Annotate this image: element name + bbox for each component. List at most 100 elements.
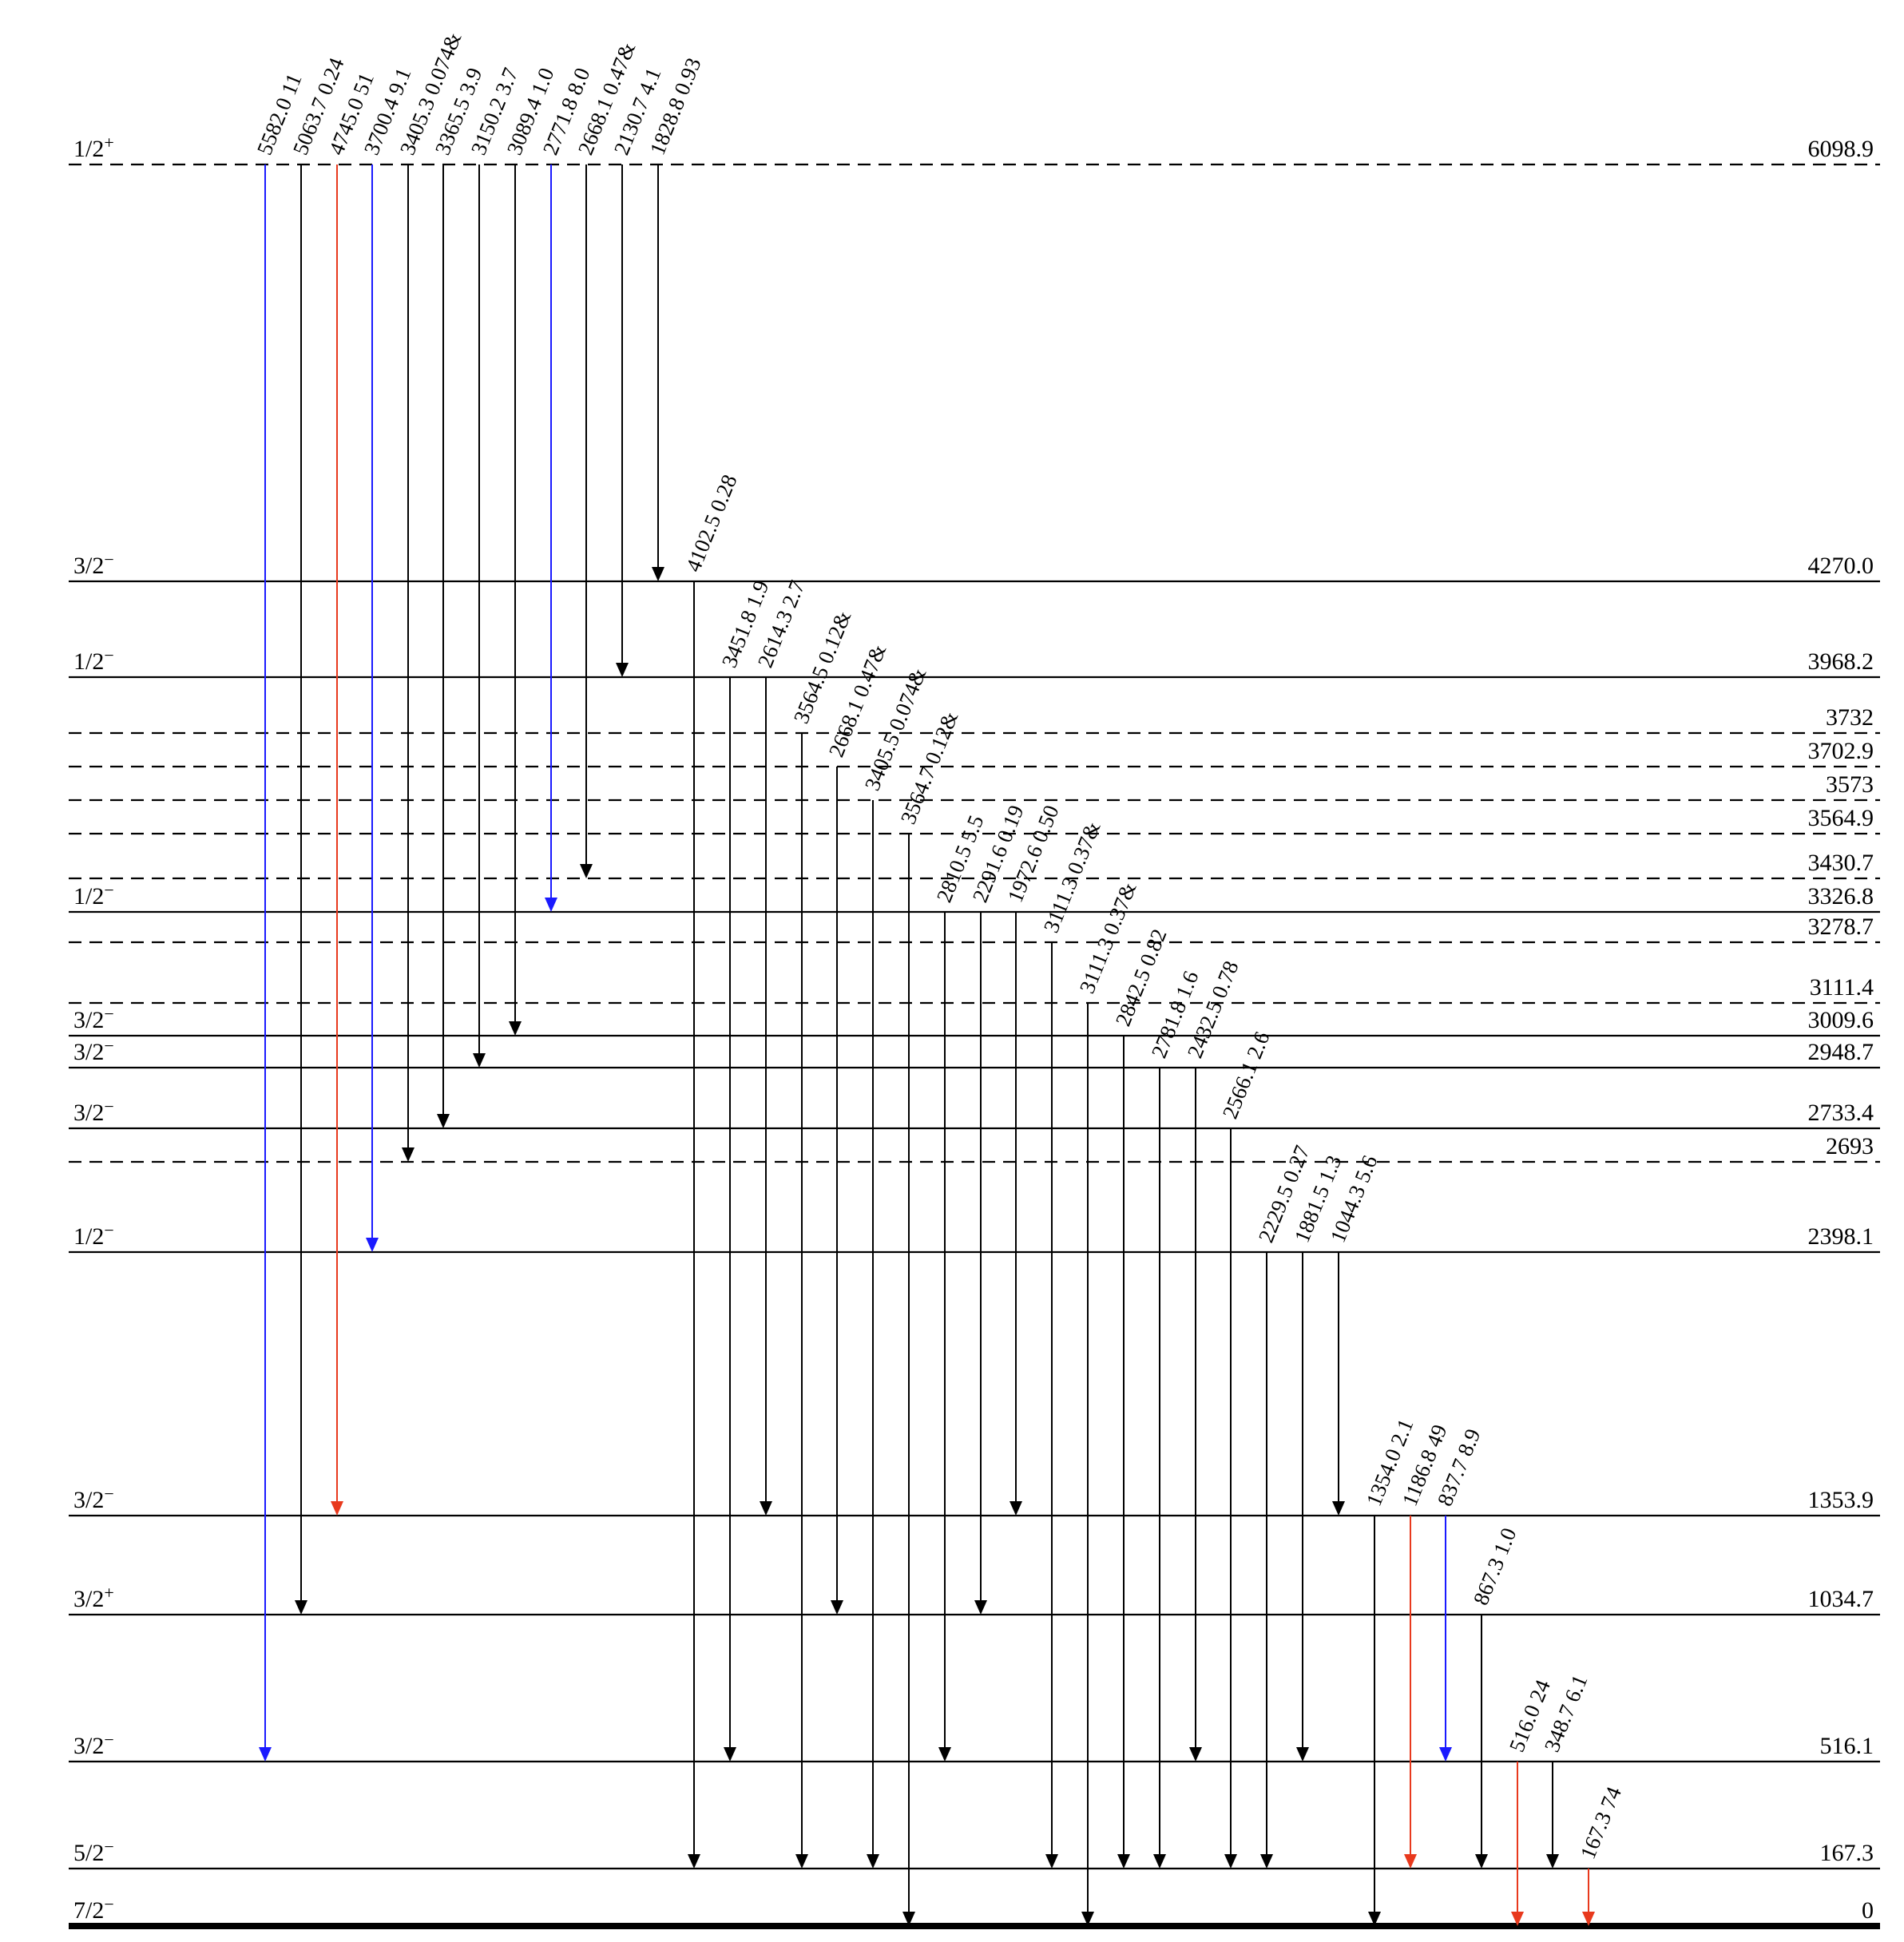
gamma-transition: 167.3 74 xyxy=(1576,1783,1626,1926)
level-l3564: 3564.9 xyxy=(69,805,1880,835)
level-energy-label: 3278.7 xyxy=(1808,914,1874,940)
gamma-label: 4102.5 0.28 xyxy=(681,471,742,575)
gamma-transition: 2229.5 0.27 xyxy=(1254,1142,1315,1869)
level-l2948: 2948.7 3/2− xyxy=(69,1036,1880,1069)
gamma-transition: 2810.5 5.5 xyxy=(932,812,989,1762)
arrow-head-icon xyxy=(1439,1747,1452,1762)
arrow-head-icon xyxy=(1153,1854,1166,1869)
level-energy-label: 2948.7 xyxy=(1808,1039,1874,1065)
level-energy-label: 516.1 xyxy=(1820,1733,1874,1759)
arrow-head-icon xyxy=(1546,1854,1559,1869)
level-energy-label: 167.3 xyxy=(1820,1840,1874,1866)
level-spin-parity-label: 7/2− xyxy=(73,1894,114,1924)
level-energy-label: 6098.9 xyxy=(1808,136,1874,162)
level-l516: 516.1 3/2− xyxy=(69,1730,1880,1763)
level-spin-parity-label: 1/2− xyxy=(73,880,114,910)
arrow-head-icon xyxy=(509,1021,522,1036)
gamma-transition: 1828.8 0.93 xyxy=(645,54,706,581)
level-l3573: 3573 xyxy=(69,771,1880,802)
level-spin-parity-label: 1/2+ xyxy=(73,133,114,162)
gamma-transition: 1881.5 1.3 xyxy=(1290,1152,1347,1762)
gamma-transition: 3405.3 0.074& xyxy=(395,29,466,1162)
arrow-head-icon xyxy=(938,1747,951,1762)
arrow-head-icon xyxy=(1368,1912,1381,1926)
arrow-head-icon xyxy=(795,1854,808,1869)
level-l3278: 3278.7 xyxy=(69,914,1880,944)
arrow-head-icon xyxy=(724,1747,736,1762)
level-l1353: 1353.9 3/2− xyxy=(69,1484,1880,1517)
level-spin-parity-label: 3/2− xyxy=(73,1730,114,1759)
arrow-head-icon xyxy=(331,1501,343,1516)
arrow-head-icon xyxy=(760,1501,772,1516)
arrow-head-icon xyxy=(259,1747,272,1762)
level-spin-parity-label: 3/2− xyxy=(73,1096,114,1126)
level-l2693: 2693 xyxy=(69,1133,1880,1163)
arrow-head-icon xyxy=(1081,1912,1094,1926)
level-energy-label: 3573 xyxy=(1826,771,1874,798)
level-energy-label: 4270.0 xyxy=(1808,553,1874,579)
level-spin-parity-label: 1/2− xyxy=(73,645,114,675)
arrow-head-icon xyxy=(366,1238,379,1252)
level-l1034: 1034.7 3/2+ xyxy=(69,1583,1880,1616)
arrow-head-icon xyxy=(902,1912,915,1926)
arrow-head-icon xyxy=(652,567,664,581)
arrow-head-icon xyxy=(1511,1912,1524,1926)
gamma-transition: 3564.5 0.12& xyxy=(789,608,855,1869)
level-l2398: 2398.1 1/2− xyxy=(69,1220,1880,1254)
level-l3968: 3968.2 1/2− xyxy=(69,645,1880,679)
arrow-head-icon xyxy=(1260,1854,1273,1869)
level-energy-label: 0 xyxy=(1862,1897,1874,1924)
level-l3111: 3111.4 xyxy=(69,974,1880,1005)
level-spin-parity-label: 5/2− xyxy=(73,1837,114,1866)
arrow-head-icon xyxy=(688,1854,700,1869)
levels-layer: 0 7/2− 167.3 5/2− 516.1 3/2− 1034.7 3/2+ 1353.9 3… xyxy=(69,133,1880,1929)
gamma-transition: 2781.8 1.6 xyxy=(1147,968,1204,1869)
arrow-head-icon xyxy=(974,1600,987,1615)
level-l167: 167.3 5/2− xyxy=(69,1837,1880,1870)
level-l3326: 3326.8 1/2− xyxy=(69,880,1880,914)
level-energy-label: 3702.9 xyxy=(1808,738,1874,764)
gamma-transition: 2130.7 4.1 xyxy=(609,65,666,677)
level-energy-label: 3732 xyxy=(1826,704,1874,731)
level-spin-parity-label: 3/2− xyxy=(73,549,114,579)
arrow-head-icon xyxy=(1332,1501,1345,1516)
gamma-transition: 3700.4 9.1 xyxy=(359,65,416,1252)
level-spin-parity-label: 3/2− xyxy=(73,1004,114,1033)
gamma-transition: 5582.0 11 xyxy=(252,70,307,1762)
gamma-label: 2566.1 2.6 xyxy=(1218,1028,1275,1123)
gamma-transition: 4745.0 51 xyxy=(324,69,379,1516)
arrow-head-icon xyxy=(1296,1747,1309,1762)
level-spin-parity-label: 3/2− xyxy=(73,1484,114,1513)
arrow-head-icon xyxy=(473,1053,486,1068)
arrow-head-icon xyxy=(616,663,629,677)
level-energy-label: 2398.1 xyxy=(1808,1223,1874,1250)
arrow-head-icon xyxy=(1010,1501,1022,1516)
arrow-head-icon xyxy=(402,1147,415,1162)
arrow-head-icon xyxy=(580,864,593,878)
gamma-transition: 516.0 24 xyxy=(1505,1676,1555,1926)
gamma-transition: 2566.1 2.6 xyxy=(1218,1028,1275,1869)
arrow-head-icon xyxy=(1224,1854,1237,1869)
gamma-transition: 1044.3 5.6 xyxy=(1326,1152,1382,1516)
arrow-head-icon xyxy=(437,1114,450,1128)
level-l6098: 6098.9 1/2+ xyxy=(69,133,1880,166)
level-spin-parity-label: 1/2− xyxy=(73,1220,114,1250)
level-l3702: 3702.9 xyxy=(69,738,1880,768)
level-energy-label: 3326.8 xyxy=(1808,883,1874,910)
level-energy-label: 1034.7 xyxy=(1808,1586,1874,1612)
level-energy-label: 1353.9 xyxy=(1808,1487,1874,1513)
gamma-transition: 3089.4 1.0 xyxy=(502,65,559,1036)
arrow-head-icon xyxy=(545,898,557,912)
level-energy-label: 3009.6 xyxy=(1808,1007,1874,1033)
level-l0: 0 7/2− xyxy=(69,1894,1880,1929)
level-l2733: 2733.4 3/2− xyxy=(69,1096,1880,1130)
gamma-transition: 2291.6 0.19 xyxy=(968,802,1029,1615)
level-energy-label: 3111.4 xyxy=(1810,974,1874,1001)
arrow-head-icon xyxy=(1582,1912,1595,1926)
arrow-head-icon xyxy=(1404,1854,1417,1869)
gamma-transition: 3405.5 0.074& xyxy=(860,664,931,1869)
gamma-label: 167.3 74 xyxy=(1576,1783,1626,1862)
level-l3009: 3009.6 3/2− xyxy=(69,1004,1880,1037)
arrow-head-icon xyxy=(1117,1854,1130,1869)
